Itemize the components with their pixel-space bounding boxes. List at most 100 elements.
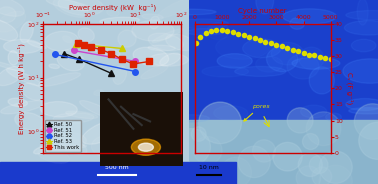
Ellipse shape bbox=[214, 106, 248, 120]
Ellipse shape bbox=[21, 83, 44, 100]
Ellipse shape bbox=[256, 0, 274, 14]
Ellipse shape bbox=[40, 102, 77, 117]
Ellipse shape bbox=[256, 56, 283, 72]
Circle shape bbox=[253, 140, 276, 162]
Ellipse shape bbox=[215, 35, 270, 59]
Circle shape bbox=[319, 151, 352, 183]
Ellipse shape bbox=[148, 33, 183, 51]
Ellipse shape bbox=[0, 0, 24, 16]
Bar bbox=[189, 162, 236, 184]
Ellipse shape bbox=[55, 144, 87, 149]
Ellipse shape bbox=[301, 105, 327, 118]
Legend: Ref. 50, Ref. 51, Ref. 52, Ref. 53, This work: Ref. 50, Ref. 51, Ref. 52, Ref. 53, This… bbox=[45, 120, 81, 152]
Circle shape bbox=[302, 134, 319, 150]
Ellipse shape bbox=[6, 69, 42, 86]
Circle shape bbox=[194, 137, 222, 164]
Ellipse shape bbox=[309, 67, 335, 94]
Circle shape bbox=[312, 167, 332, 184]
Ellipse shape bbox=[344, 21, 378, 35]
Ellipse shape bbox=[58, 0, 104, 15]
Circle shape bbox=[319, 165, 352, 184]
Ellipse shape bbox=[15, 113, 44, 130]
Ellipse shape bbox=[271, 42, 304, 65]
Ellipse shape bbox=[287, 54, 319, 79]
Ellipse shape bbox=[132, 139, 160, 155]
Ellipse shape bbox=[235, 66, 286, 76]
Ellipse shape bbox=[118, 30, 136, 47]
Circle shape bbox=[220, 157, 251, 184]
Ellipse shape bbox=[48, 132, 87, 154]
Circle shape bbox=[359, 122, 378, 159]
Ellipse shape bbox=[133, 47, 169, 66]
Circle shape bbox=[287, 108, 313, 133]
Ellipse shape bbox=[38, 73, 81, 86]
Ellipse shape bbox=[108, 124, 121, 144]
Ellipse shape bbox=[349, 108, 378, 114]
Ellipse shape bbox=[141, 65, 168, 79]
Bar bbox=[189, 120, 378, 184]
Ellipse shape bbox=[53, 113, 94, 123]
Ellipse shape bbox=[138, 143, 153, 151]
Ellipse shape bbox=[266, 46, 298, 72]
Ellipse shape bbox=[132, 20, 174, 41]
Ellipse shape bbox=[142, 14, 163, 20]
Ellipse shape bbox=[149, 53, 188, 66]
Ellipse shape bbox=[346, 98, 378, 110]
Ellipse shape bbox=[149, 124, 166, 131]
Circle shape bbox=[199, 102, 242, 144]
Ellipse shape bbox=[160, 53, 181, 66]
Ellipse shape bbox=[153, 104, 169, 118]
Ellipse shape bbox=[299, 47, 324, 70]
Text: 10 nm: 10 nm bbox=[199, 165, 219, 170]
Ellipse shape bbox=[166, 34, 195, 51]
Ellipse shape bbox=[152, 29, 183, 43]
Ellipse shape bbox=[352, 39, 376, 52]
Ellipse shape bbox=[0, 7, 16, 23]
Ellipse shape bbox=[8, 98, 27, 107]
Ellipse shape bbox=[325, 113, 341, 121]
Ellipse shape bbox=[65, 111, 98, 118]
Ellipse shape bbox=[217, 54, 252, 68]
Text: pores: pores bbox=[244, 104, 270, 121]
Circle shape bbox=[296, 166, 321, 184]
Circle shape bbox=[354, 104, 378, 139]
Ellipse shape bbox=[357, 0, 368, 25]
X-axis label: Power density (kW  kg⁻¹): Power density (kW kg⁻¹) bbox=[69, 3, 156, 10]
Circle shape bbox=[273, 142, 302, 171]
Ellipse shape bbox=[292, 57, 340, 69]
Y-axis label: Cₛ (F g⁻¹): Cₛ (F g⁻¹) bbox=[345, 72, 353, 105]
Ellipse shape bbox=[150, 16, 160, 29]
Circle shape bbox=[197, 164, 234, 184]
Circle shape bbox=[173, 129, 211, 165]
Ellipse shape bbox=[290, 18, 305, 29]
Ellipse shape bbox=[46, 0, 91, 11]
Ellipse shape bbox=[113, 66, 127, 84]
Bar bbox=[0, 0, 189, 162]
Ellipse shape bbox=[282, 9, 336, 24]
Ellipse shape bbox=[3, 39, 42, 53]
Ellipse shape bbox=[45, 31, 79, 51]
Ellipse shape bbox=[163, 9, 216, 15]
Ellipse shape bbox=[49, 64, 59, 68]
Ellipse shape bbox=[164, 117, 179, 130]
Ellipse shape bbox=[0, 19, 18, 41]
Ellipse shape bbox=[20, 22, 33, 43]
Ellipse shape bbox=[80, 100, 116, 119]
Ellipse shape bbox=[148, 45, 175, 51]
Ellipse shape bbox=[82, 120, 125, 144]
Circle shape bbox=[298, 153, 322, 176]
Ellipse shape bbox=[100, 17, 139, 24]
Ellipse shape bbox=[343, 59, 378, 83]
Bar bbox=[189, 0, 378, 120]
Circle shape bbox=[309, 156, 328, 174]
Ellipse shape bbox=[0, 61, 25, 71]
Text: 500 nm: 500 nm bbox=[105, 165, 129, 170]
Ellipse shape bbox=[87, 44, 120, 56]
Y-axis label: Energy density (W h kg⁻¹): Energy density (W h kg⁻¹) bbox=[18, 43, 25, 134]
Ellipse shape bbox=[53, 0, 88, 17]
Bar bbox=[0, 162, 189, 184]
Ellipse shape bbox=[172, 115, 209, 122]
Ellipse shape bbox=[185, 29, 225, 35]
Ellipse shape bbox=[78, 28, 94, 42]
Circle shape bbox=[238, 146, 270, 178]
